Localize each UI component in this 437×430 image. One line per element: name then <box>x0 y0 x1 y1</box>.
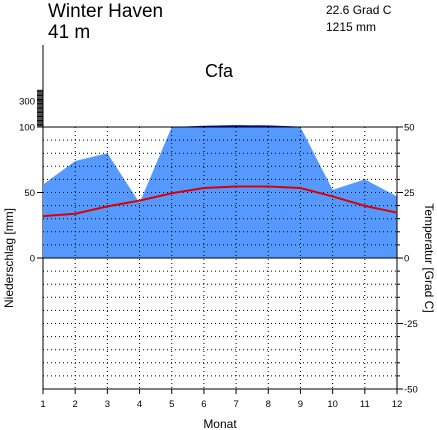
left-tick-label: 100 <box>19 123 35 134</box>
x-tick-label: 2 <box>73 399 78 410</box>
right-tick-label: -25 <box>404 319 418 330</box>
x-tick-label: 3 <box>105 399 110 410</box>
left-tick-label: 0 <box>30 254 35 265</box>
x-tick-label: 8 <box>266 399 271 410</box>
right-tick-label: -50 <box>404 385 418 396</box>
left-tick-label: 50 <box>24 188 35 199</box>
x-tick-label: 4 <box>137 399 142 410</box>
right-tick-label: 50 <box>404 123 415 134</box>
mean-temperature: 22.6 Grad C <box>326 3 392 17</box>
x-tick-label: 5 <box>169 399 174 410</box>
left-tick-label: 300 <box>19 96 35 107</box>
station-name: Winter Haven <box>48 1 163 22</box>
y-axis-label-right: Temperatur [Grad C] <box>422 203 436 312</box>
y-axis-label-left: Niederschlag [mm] <box>2 208 16 308</box>
right-tick-label: 25 <box>404 188 415 199</box>
right-tick-label: 0 <box>404 254 409 265</box>
station-altitude: 41 m <box>48 22 90 43</box>
annual-precipitation: 1215 mm <box>326 20 376 34</box>
x-tick-label: 10 <box>327 399 338 410</box>
x-tick-label: 7 <box>233 399 238 410</box>
x-axis-label: Monat <box>203 417 237 430</box>
x-tick-label: 12 <box>392 399 403 410</box>
x-tick-label: 11 <box>360 399 370 410</box>
climate-class: Cfa <box>205 61 234 81</box>
x-tick-label: 6 <box>201 399 206 410</box>
x-tick-label: 9 <box>298 399 303 410</box>
temperature-line <box>42 185 398 218</box>
x-tick-label: 1 <box>40 399 45 410</box>
